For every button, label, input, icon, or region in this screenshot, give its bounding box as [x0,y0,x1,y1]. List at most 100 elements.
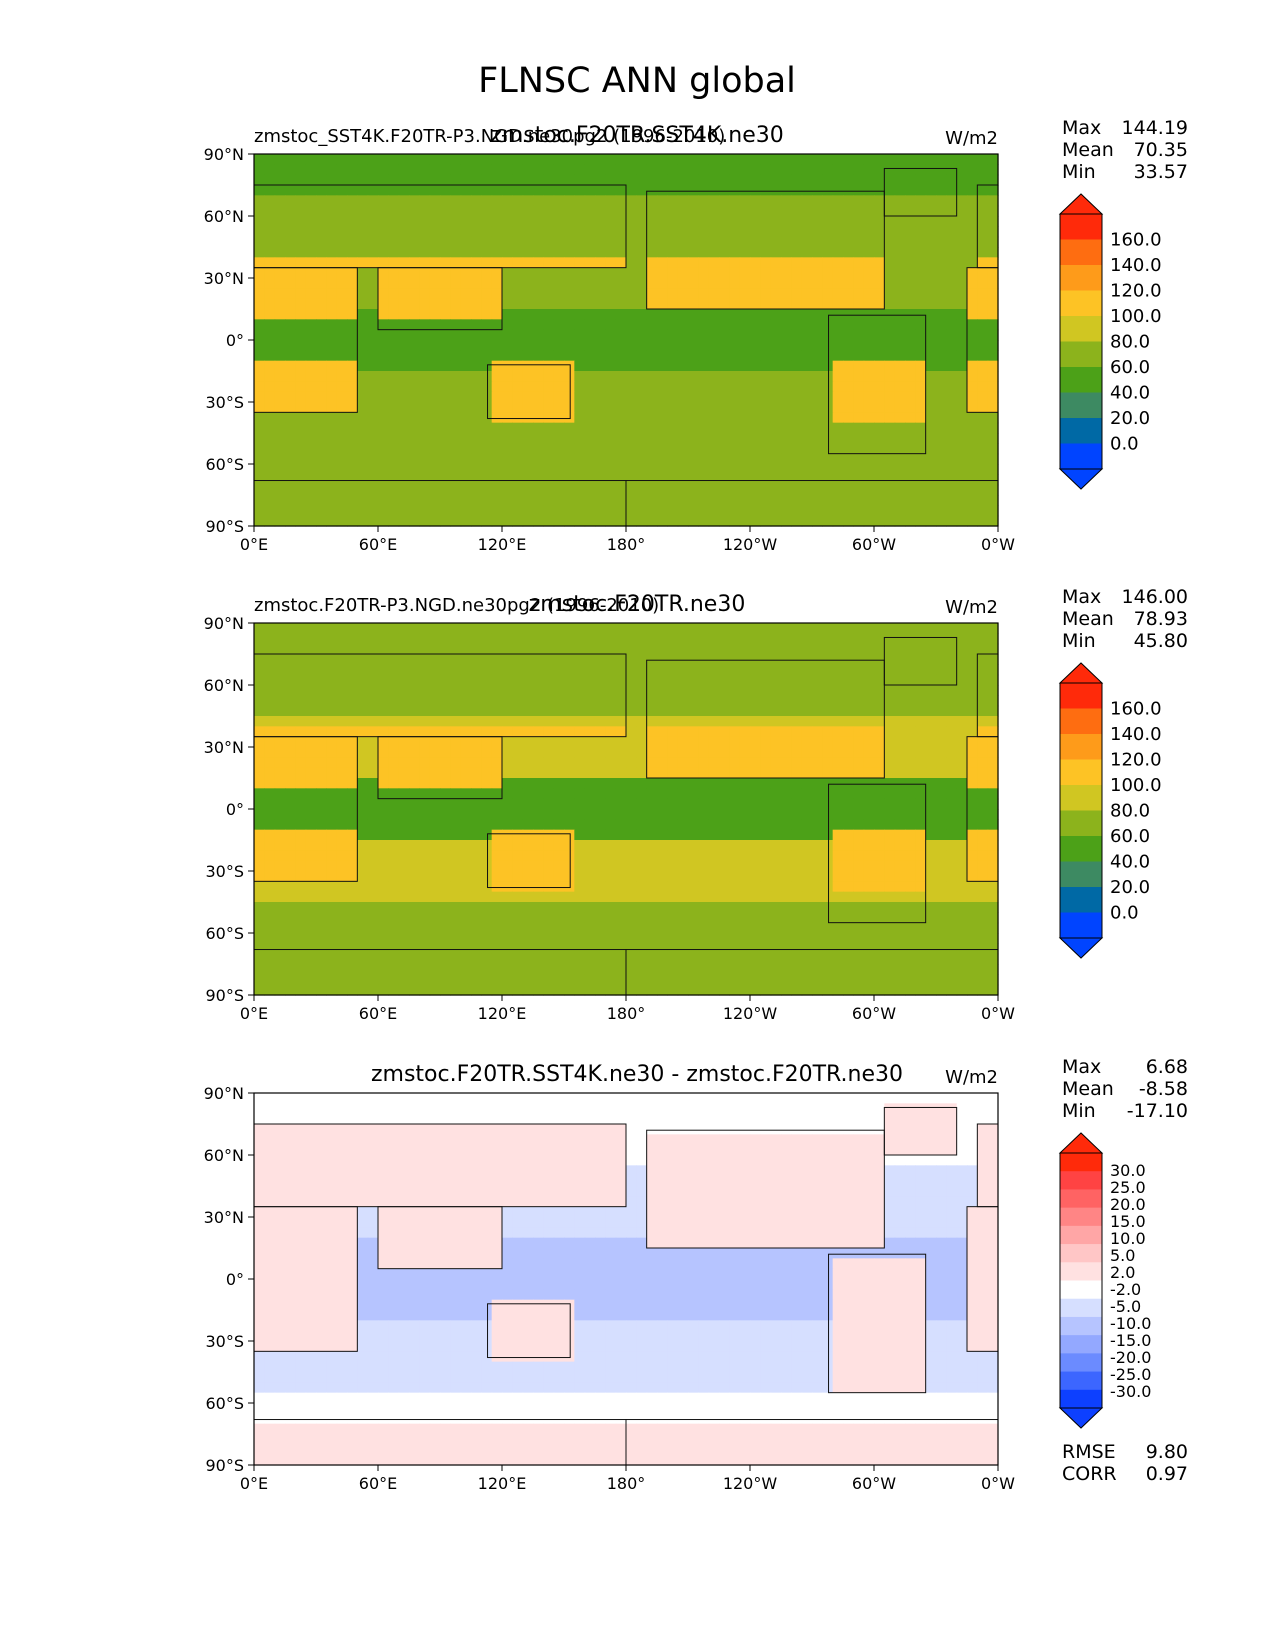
contour-cell [605,891,617,903]
contour-cell [254,236,265,248]
contour-cell [254,798,265,810]
contour-cell [822,685,834,696]
contour-cell [605,736,617,748]
contour-cell [254,515,265,527]
contour-cell [553,778,565,789]
contour-cell [956,829,968,841]
contour-cell [946,443,958,455]
contour-cell [801,860,813,872]
contour-cell [677,871,689,882]
contour-cell [977,495,989,506]
contour-cell [388,371,400,382]
contour-cell [708,943,720,955]
contour-cell [595,154,606,165]
contour-cell [657,443,668,455]
contour-cell [502,633,513,645]
contour-cell [698,881,710,893]
contour-cell [264,350,276,362]
contour-cell [843,329,854,341]
contour-cell [419,371,431,382]
contour-cell [781,319,792,331]
contour-cell [471,902,482,913]
contour-cell [295,643,307,655]
contour-cell [440,433,451,444]
contour-cell [936,881,947,893]
contour-cell [967,871,978,882]
contour-cell [564,664,575,676]
contour-cell [657,164,668,176]
contour-cell [646,505,658,517]
contour-cell [853,819,865,831]
contour-cell [760,412,772,424]
contour-cell [719,505,730,517]
contour-cell [729,664,741,676]
contour-cell [367,829,379,841]
contour-cell [843,633,854,645]
contour-cell [636,195,648,207]
contour-cell [574,226,586,238]
contour-cell [316,278,327,289]
contour-cell [770,664,782,676]
contour-cell [388,891,400,903]
contour-cell [946,350,958,362]
contour-cell [688,412,699,424]
contour-cell [584,871,596,882]
contour-cell [398,850,410,862]
contour-cell [750,236,761,248]
contour-cell [305,247,317,258]
contour-cell [429,674,441,686]
contour-cell [491,412,503,424]
contour-cell [801,850,813,862]
contour-cell [264,788,276,800]
contour-cell [295,747,307,758]
contour-cell [636,695,648,707]
contour-cell [543,402,555,413]
contour-cell [564,391,575,403]
contour-cell [905,495,916,506]
contour-cell [987,643,999,655]
contour-cell [977,788,989,800]
contour-cell [905,685,916,696]
contour-cell [863,391,875,403]
contour-cell [822,319,834,331]
contour-cell [409,943,420,955]
contour-cell [584,154,596,165]
contour-cell [874,788,885,800]
contour-cell [626,495,637,506]
contour-cell [843,412,854,424]
contour-cell [812,726,823,738]
contour-cell [894,891,906,903]
contour-cell [760,495,772,506]
contour-cell [316,871,327,882]
contour-cell [429,319,441,331]
contour-cell [626,902,637,913]
contour-cell [729,185,741,196]
contour-cell [450,381,462,393]
contour-cell [925,819,937,831]
contour-cell [801,809,813,820]
contour-cell [347,736,358,748]
contour-cell [770,881,782,893]
contour-cell [843,474,854,486]
contour-cell [378,464,389,475]
contour-cell [739,705,751,717]
contour-cell [336,340,348,351]
contour-cell [543,674,555,686]
contour-cell [398,881,410,893]
contour-cell [688,515,699,527]
contour-cell [987,422,999,434]
contour-cell [347,309,358,320]
contour-cell [977,798,989,810]
contour-cell [264,891,276,903]
contour-cell [347,933,358,944]
contour-cell [409,329,420,341]
contour-cell [254,767,265,779]
contour-cell [781,298,792,310]
contour-cell [254,757,265,769]
contour-cell [285,154,296,165]
contour-cell [574,484,586,496]
contour-cell [750,798,761,810]
contour-cell [595,726,606,738]
contour-cell [367,319,379,331]
contour-cell [646,891,658,903]
